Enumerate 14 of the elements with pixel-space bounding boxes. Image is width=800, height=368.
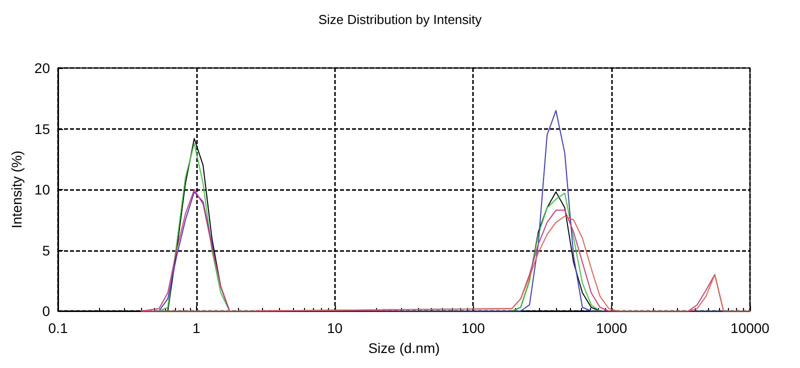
x-tick-label: 100 [462,320,486,336]
y-tick-label: 15 [34,120,50,137]
x-tick-label: 10000 [730,320,770,336]
x-tick-label: 1000 [596,320,628,336]
x-tick-label: 0.1 [48,320,68,336]
y-axis-title: Intensity (%) [8,150,25,228]
x-axis-title: Size (d.nm) [368,340,440,356]
y-tick-label: 10 [34,182,50,198]
y-tick-label: 0 [42,303,50,319]
y-tick-label: 5 [42,242,50,258]
x-tick-label: 1 [192,320,200,336]
y-tick-label: 20 [34,60,50,76]
chart-title: Size Distribution by Intensity [318,12,482,27]
x-tick-label: 10 [327,320,343,336]
